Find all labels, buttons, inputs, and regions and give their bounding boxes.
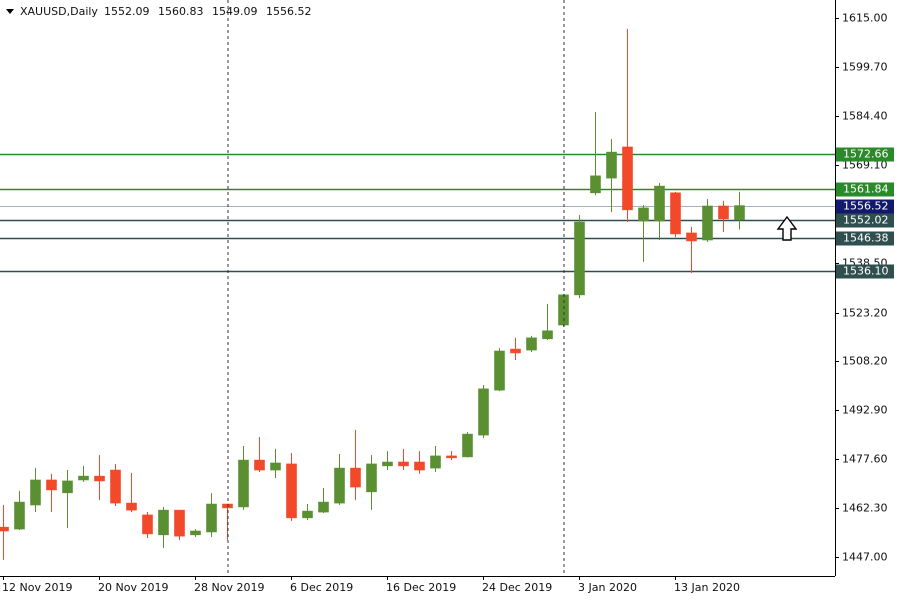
candle-body xyxy=(462,433,473,458)
header-high: 1560.83 xyxy=(158,5,204,18)
candle-body xyxy=(654,185,665,222)
x-tick-label: 28 Nov 2019 xyxy=(194,581,264,594)
candle-body xyxy=(94,475,105,482)
bid-tag xyxy=(836,199,894,214)
x-tick-label: 24 Dec 2019 xyxy=(482,581,552,594)
level-line-label: 1572.66 xyxy=(843,148,889,161)
candle-body xyxy=(606,151,617,179)
bid-label: 1556.52 xyxy=(843,200,889,213)
menu-triangle[interactable] xyxy=(6,9,14,14)
candle-body xyxy=(574,221,585,296)
candle-body xyxy=(734,205,745,221)
level-line-tag xyxy=(836,231,894,246)
candle-body xyxy=(702,205,713,241)
candle-body xyxy=(686,232,697,242)
y-tick-label: 1599.70 xyxy=(842,61,888,74)
candle-body xyxy=(398,461,409,467)
level-line-label: 1561.84 xyxy=(843,183,889,196)
x-tick-label: 16 Dec 2019 xyxy=(386,581,456,594)
arrow-annotation xyxy=(776,215,798,241)
candle-body xyxy=(110,469,121,504)
candle-body xyxy=(14,501,25,530)
y-tick-label: 1523.20 xyxy=(842,307,888,320)
candle-body xyxy=(78,475,89,481)
candle-body xyxy=(622,146,633,211)
candle-body xyxy=(670,192,681,235)
x-tick-label: 3 Jan 2020 xyxy=(578,581,637,594)
candle-body xyxy=(478,388,489,436)
candle-body xyxy=(718,205,729,220)
y-tick-label: 1492.90 xyxy=(842,404,888,417)
header-close: 1556.52 xyxy=(266,5,312,18)
level-line-tag xyxy=(836,213,894,228)
candle-body xyxy=(302,510,313,519)
candle-body xyxy=(46,479,57,491)
level-line-label: 1546.38 xyxy=(843,232,889,245)
level-line-label: 1552.02 xyxy=(843,214,889,227)
level-line-tag xyxy=(836,147,894,162)
candle-body xyxy=(366,463,377,493)
candle-body xyxy=(318,501,329,513)
candle-body xyxy=(158,509,169,536)
candle-body xyxy=(510,348,521,354)
candle-body xyxy=(638,207,649,222)
x-tick-label: 13 Jan 2020 xyxy=(674,581,740,594)
level-line-tag xyxy=(836,182,894,197)
candle-body xyxy=(206,503,217,533)
candle-body xyxy=(430,455,441,469)
candle-body xyxy=(526,337,537,351)
x-tick-label: 20 Nov 2019 xyxy=(98,581,168,594)
candle-body xyxy=(542,330,553,340)
candle-body xyxy=(590,175,601,194)
candle-body xyxy=(446,455,457,459)
candle-body xyxy=(350,467,361,488)
y-tick-label: 1615.00 xyxy=(842,12,888,25)
candle-body xyxy=(254,459,265,471)
candle-body xyxy=(334,467,345,504)
y-tick-label: 1584.40 xyxy=(842,110,888,123)
candle-body xyxy=(494,350,505,391)
candle-body xyxy=(126,502,137,511)
y-tick-label: 1447.00 xyxy=(842,551,888,564)
level-line-label: 1536.10 xyxy=(843,265,889,278)
candle-body xyxy=(286,463,297,519)
header-open: 1552.09 xyxy=(104,5,150,18)
candle-body xyxy=(238,459,249,508)
header-low: 1549.09 xyxy=(212,5,258,18)
candle-body xyxy=(270,462,281,471)
candle-body xyxy=(142,514,153,535)
symbol-label: XAUUSD,Daily xyxy=(20,5,98,18)
x-tick-label: 12 Nov 2019 xyxy=(2,581,72,594)
plot-area xyxy=(0,28,835,560)
level-line-tag xyxy=(836,264,894,279)
candle-body xyxy=(414,461,425,471)
y-tick-label: 1508.20 xyxy=(842,355,888,368)
y-tick-label: 1569.10 xyxy=(842,159,888,172)
y-tick-label: 1477.60 xyxy=(842,453,888,466)
ohlc-header: 1552.09 1560.83 1549.09 1556.52 xyxy=(104,5,312,18)
x-tick-label: 6 Dec 2019 xyxy=(290,581,353,594)
y-tick-label: 1462.30 xyxy=(842,502,888,515)
candle-body xyxy=(30,479,41,506)
candle-body xyxy=(190,530,201,536)
candle-body xyxy=(382,461,393,467)
candle-body xyxy=(174,509,185,537)
candle-body xyxy=(0,526,9,532)
candle-body xyxy=(62,480,73,494)
